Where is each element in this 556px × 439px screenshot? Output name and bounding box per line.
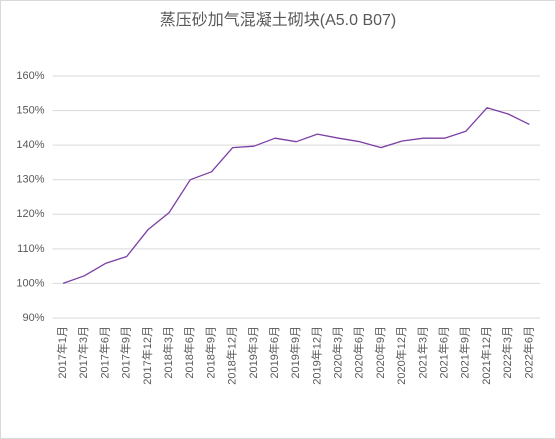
x-tick-label: 2019年12月: [309, 326, 323, 385]
x-tick-label: 2020年12月: [394, 326, 408, 385]
x-tick-label: 2017年3月: [76, 326, 90, 379]
y-tick-label: 150%: [16, 104, 44, 116]
x-tick-label: 2021年12月: [479, 326, 493, 385]
x-tick-label: 2020年6月: [352, 326, 366, 379]
x-tick-label: 2021年9月: [458, 326, 472, 379]
x-tick-label: 2022年3月: [500, 326, 514, 379]
y-tick-label: 130%: [16, 174, 44, 186]
y-tick-label: 100%: [16, 277, 44, 289]
x-tick-label: 2018年6月: [182, 326, 196, 379]
y-tick-label: 120%: [16, 208, 44, 220]
x-tick-label: 2018年9月: [203, 326, 217, 379]
y-tick-label: 160%: [16, 70, 44, 82]
x-tick-label: 2017年12月: [140, 326, 154, 385]
x-tick-label: 2021年3月: [415, 326, 429, 379]
x-tick-label: 2019年3月: [246, 326, 260, 379]
x-tick-label: 2017年9月: [119, 326, 133, 379]
x-tick-label: 2019年9月: [288, 326, 302, 379]
x-tick-label: 2020年3月: [331, 326, 345, 379]
y-tick-label: 140%: [16, 139, 44, 151]
y-tick-label: 90%: [22, 312, 44, 324]
x-tick-label: 2018年12月: [225, 326, 239, 385]
x-tick-label: 2018年3月: [161, 326, 175, 379]
x-tick-label: 2020年9月: [373, 326, 387, 379]
x-tick-label: 2022年6月: [521, 326, 535, 379]
x-tick-label: 2019年6月: [267, 326, 281, 379]
x-tick-label: 2017年6月: [97, 326, 111, 379]
line: [62, 107, 530, 285]
x-tick-label: 2017年1月: [55, 326, 69, 379]
chart-title: 蒸压砂加气混凝土砌块(A5.0 B07): [160, 11, 397, 29]
y-tick-label: 110%: [17, 243, 45, 255]
x-tick-label: 2021年6月: [437, 326, 451, 379]
